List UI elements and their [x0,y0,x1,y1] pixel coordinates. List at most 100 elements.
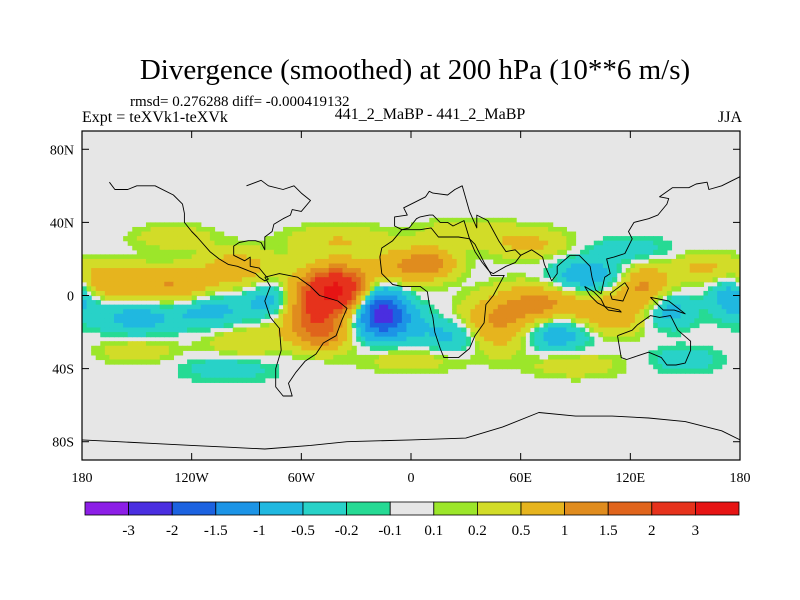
field-cell [479,341,485,347]
field-cell [356,364,362,370]
field-cell [228,286,234,292]
field-cell [666,322,673,329]
field-cell [653,263,659,269]
field-cell [406,300,412,306]
field-cell [456,263,462,269]
field-cell [205,364,211,370]
field-cell [319,249,325,255]
field-cell [561,236,567,242]
colorbar-label: 2 [648,523,656,539]
field-cell [310,300,316,306]
field-cell [543,336,549,342]
field-cell [529,341,535,347]
field-cell [305,277,312,283]
field-cell [438,231,444,237]
field-cell [726,281,732,287]
field-cell [164,245,170,251]
field-cell [580,373,586,379]
field-cell [616,368,622,374]
field-cell [173,309,179,315]
field-cell [593,277,599,283]
field-cell [392,332,398,338]
colorbar-box [128,501,173,516]
field-cell [255,249,261,255]
field-cell [557,295,563,301]
field-cell [383,368,389,374]
field-cell [374,277,380,283]
field-cell [356,245,362,251]
field-cell [474,345,481,351]
field-cell [488,217,494,223]
field-cell [415,249,421,255]
field-cell [292,263,298,269]
field-cell [191,268,197,274]
field-cell [132,327,138,333]
field-cell [543,345,549,351]
field-cell [465,263,471,269]
field-cell [607,245,613,251]
field-cell [397,263,403,269]
field-cell [315,226,321,233]
field-cell [424,281,430,287]
field-cell [196,364,202,370]
field-cell [113,290,120,297]
field-cell [223,268,229,274]
field-cell [205,368,211,374]
field-cell [465,272,471,278]
field-cell [502,258,508,265]
field-cell [132,263,138,269]
field-cell [292,309,298,315]
field-cell [159,272,165,278]
field-cell [689,318,695,324]
field-cell [241,290,248,297]
field-cell [406,249,412,255]
field-cell [141,318,147,324]
field-cell [287,332,293,338]
field-cell [511,254,517,260]
field-cell [100,286,106,292]
field-cell [214,332,220,338]
field-cell [452,309,458,315]
field-cell [438,354,444,361]
colorbar-box [302,501,347,516]
field-cell [287,322,293,329]
field-cell [392,290,398,297]
field-cell [520,249,526,255]
field-cell [717,254,723,260]
field-cell [228,236,234,242]
field-cell [516,226,522,233]
field-cell [570,263,577,269]
field-cell [113,272,120,278]
field-cell [662,263,668,269]
field-cell [548,345,554,351]
field-cell [685,272,691,278]
field-cell [292,272,298,278]
field-cell [132,236,138,242]
field-cell [461,236,467,242]
field-cell [278,258,284,265]
field-cell [506,240,513,246]
field-cell [502,295,508,301]
field-cell [561,359,567,365]
field-cell [580,368,586,374]
field-cell [552,300,558,306]
field-cell [557,290,563,297]
field-cell [721,272,727,278]
field-cell [488,236,494,242]
field-cell [360,272,366,278]
field-cell [580,254,586,260]
field-cell [196,258,202,265]
field-cell [177,222,184,228]
x-tick-label: 60W [288,471,316,486]
field-cell [388,295,394,301]
field-cell [580,304,586,310]
field-cell [726,268,732,274]
field-cell [721,263,727,269]
field-cell [95,304,101,310]
field-cell [315,327,321,333]
field-cell [593,359,599,365]
field-cell [730,254,737,260]
field-cell [543,341,549,347]
field-cell [283,240,289,246]
field-cell [360,354,366,361]
